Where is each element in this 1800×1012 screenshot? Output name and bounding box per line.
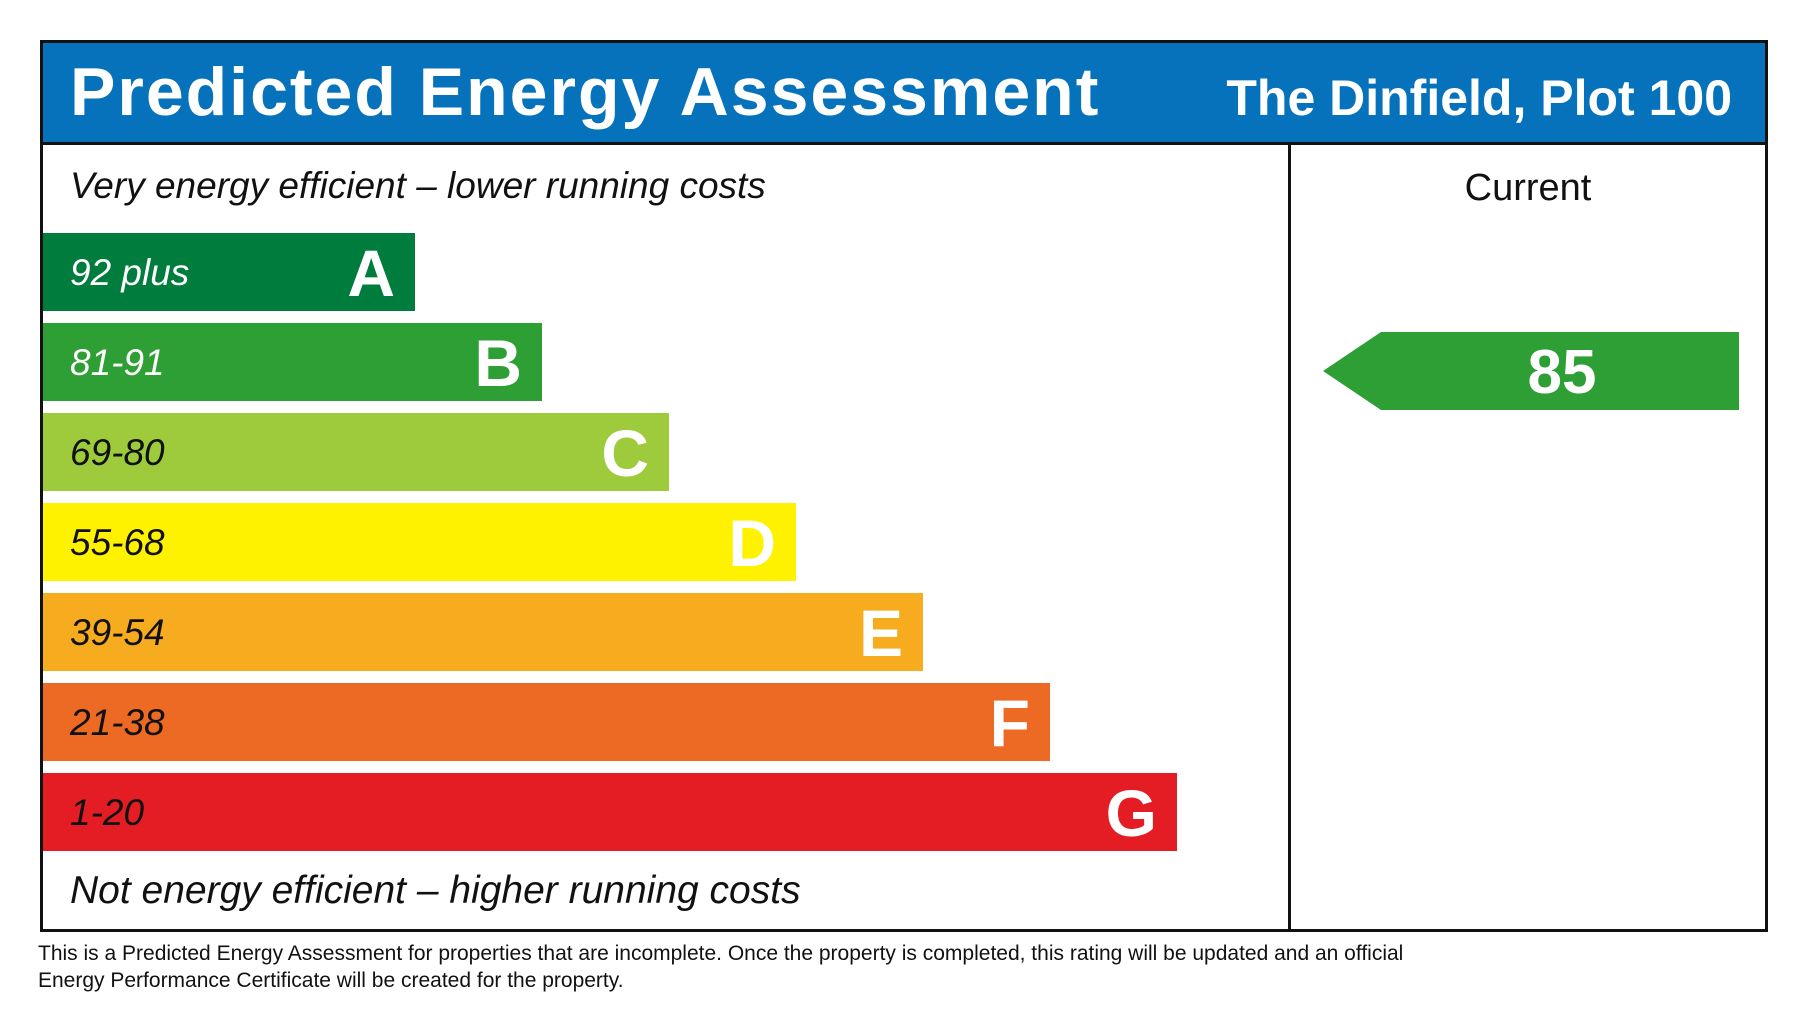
- band-bar-c: [43, 413, 669, 491]
- band-bar-f: [43, 683, 1050, 761]
- band-range-label-f: 21-38: [69, 702, 165, 743]
- band-bar-e: [43, 593, 923, 671]
- band-range-label-a: 92 plus: [70, 252, 189, 293]
- bottom-caption: Not energy efficient – higher running co…: [70, 869, 801, 912]
- band-bar-g: [43, 773, 1177, 851]
- band-range-label-g: 1-20: [70, 792, 144, 833]
- epc-chart-frame: Predicted Energy Assessment The Dinfield…: [40, 40, 1768, 932]
- band-letter-g: G: [1106, 776, 1157, 850]
- band-bar-a: [43, 233, 415, 311]
- column-divider: [1288, 142, 1291, 929]
- rating-bands-chart: 92 plus A 81-91 B 69-80 C 55-68 D 39-54 E 21-38 F 1-…: [43, 233, 1739, 851]
- property-name: The Dinfield, Plot 100: [1226, 70, 1732, 126]
- band-letter-c: C: [601, 416, 649, 490]
- footnote: This is a Predicted Energy Assessment fo…: [38, 942, 1404, 992]
- band-bar-b: [43, 323, 542, 401]
- band-letter-e: E: [859, 596, 903, 670]
- current-rating-arrow: [1323, 332, 1739, 410]
- band-letter-d: D: [728, 506, 776, 580]
- band-letter-f: F: [990, 686, 1030, 760]
- band-bar-d: [43, 503, 796, 581]
- current-rating-value: 85: [1528, 338, 1597, 407]
- band-letter-b: B: [474, 326, 522, 400]
- band-letter-a: A: [347, 236, 395, 310]
- band-range-label-c: 69-80: [70, 432, 165, 473]
- header-bar: Predicted Energy Assessment The Dinfield…: [43, 43, 1765, 145]
- top-caption: Very energy efficient – lower running co…: [70, 165, 766, 206]
- band-range-label-b: 81-91: [70, 342, 165, 383]
- current-column-label: Current: [1464, 167, 1592, 209]
- band-range-label-e: 39-54: [70, 612, 165, 653]
- page-title: Predicted Energy Assessment: [70, 54, 1101, 130]
- band-range-label-d: 55-68: [70, 522, 165, 563]
